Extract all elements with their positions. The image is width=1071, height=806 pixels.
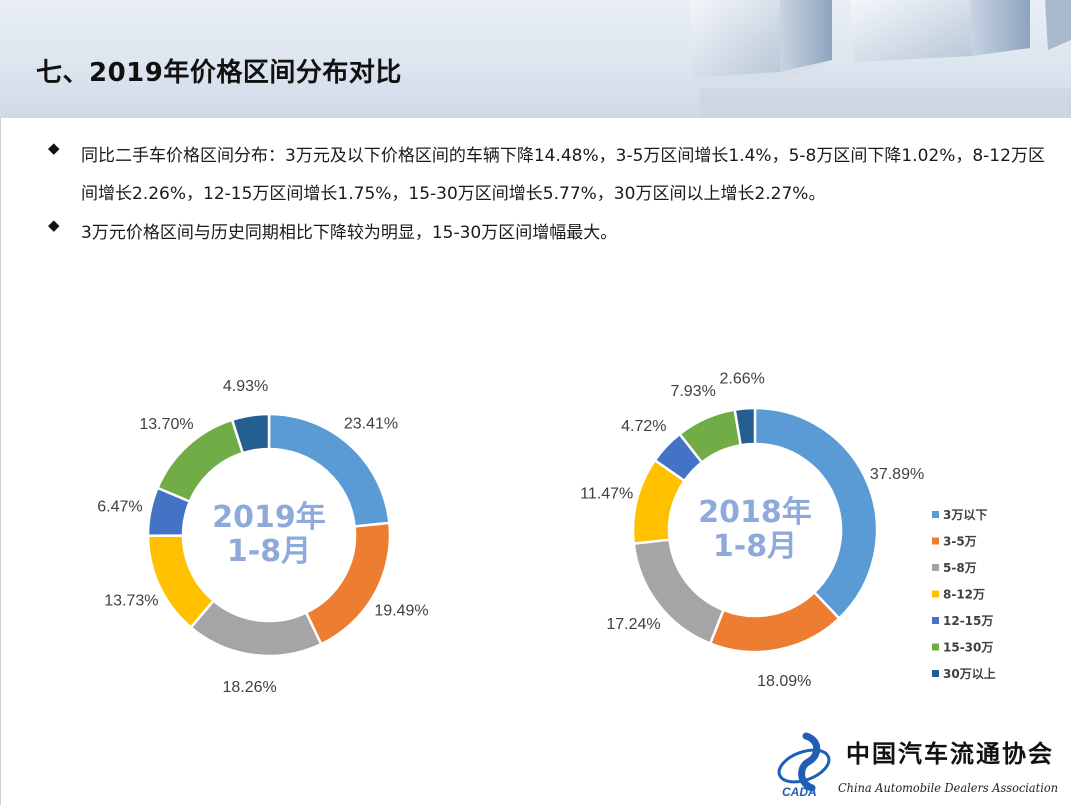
page-title: 七、2019年价格区间分布对比 xyxy=(36,58,402,88)
bullet-item: ◆ 同比二手车价格区间分布：3万元及以下价格区间的车辆下降14.48%，3-5万… xyxy=(48,137,1048,213)
center-label: 1-8月 xyxy=(713,529,797,564)
data-label: 2.66% xyxy=(720,371,765,388)
bullet-text: 3万元价格区间与历史同期相比下降较为明显，15-30万区间增幅最大。 xyxy=(81,223,618,243)
data-label: 18.26% xyxy=(222,679,276,696)
data-label: 4.93% xyxy=(223,378,268,395)
center-label: 2019年 xyxy=(212,500,326,535)
legend-label: 5-8万 xyxy=(943,561,977,575)
diamond-bullet-icon: ◆ xyxy=(48,216,60,234)
header-cubes-decoration xyxy=(690,0,1071,118)
left-border xyxy=(0,118,1,805)
legend-label: 30万以上 xyxy=(943,666,996,681)
data-label: 18.09% xyxy=(757,673,811,690)
donut-slice xyxy=(146,534,216,630)
data-label: 13.73% xyxy=(104,592,158,609)
donut-slice xyxy=(304,521,392,646)
legend-swatch xyxy=(932,511,939,518)
center-label: 1-8月 xyxy=(227,534,311,569)
data-label: 4.72% xyxy=(621,418,666,435)
bullet-item: ◆ 3万元价格区间与历史同期相比下降较为明显，15-30万区间增幅最大。 xyxy=(48,214,1048,252)
legend-swatch xyxy=(932,670,939,677)
logo-cn-name: 中国汽车流通协会 xyxy=(846,739,1054,768)
cada-logo-icon: CADA 中国汽车流通协会 China Automobile Dealers A… xyxy=(777,732,1058,799)
logo-en-name: China Automobile Dealers Association xyxy=(838,781,1058,795)
cada-logo: CADA 中国汽车流通协会 China Automobile Dealers A… xyxy=(776,726,1066,802)
logo-abbr: CADA xyxy=(782,785,817,799)
center-label: 2018年 xyxy=(698,495,812,530)
data-label: 37.89% xyxy=(870,466,924,483)
legend-swatch xyxy=(932,564,939,571)
donut-slice xyxy=(733,406,757,447)
donut-charts: 23.41% 19.49% 18.26% 13.73% 6.47% 13.70% 4.93%… xyxy=(97,371,996,696)
bullet-text: 同比二手车价格区间分布：3万元及以下价格区间的车辆下降14.48%，3-5万区间… xyxy=(81,146,1045,204)
legend-swatch xyxy=(932,643,939,651)
legend-label: 8-12万 xyxy=(943,588,985,602)
donut-slice xyxy=(708,590,841,654)
header-banner: 七、2019年价格区间分布对比 xyxy=(0,0,1071,118)
data-label: 19.49% xyxy=(374,603,428,620)
bullet-list: ◆ 同比二手车价格区间分布：3万元及以下价格区间的车辆下降14.48%，3-5万… xyxy=(48,139,1048,262)
data-label: 7.93% xyxy=(670,383,715,400)
legend-swatch xyxy=(932,617,939,624)
legend-swatch xyxy=(932,537,939,545)
data-label: 23.41% xyxy=(344,415,398,432)
donut-slice xyxy=(189,598,323,658)
legend-label: 15-30万 xyxy=(943,641,993,655)
donut-slice xyxy=(753,406,879,621)
data-label: 11.47% xyxy=(580,485,633,502)
data-label: 17.24% xyxy=(606,616,660,633)
data-label: 13.70% xyxy=(139,416,193,433)
diamond-bullet-icon: ◆ xyxy=(48,139,60,157)
legend-label: 12-15万 xyxy=(943,614,993,628)
legend-swatch xyxy=(932,590,939,598)
data-label: 6.47% xyxy=(97,498,142,515)
legend-label: 3-5万 xyxy=(943,535,977,549)
legend-label: 3万以下 xyxy=(943,508,987,522)
donut-slice xyxy=(230,412,271,455)
